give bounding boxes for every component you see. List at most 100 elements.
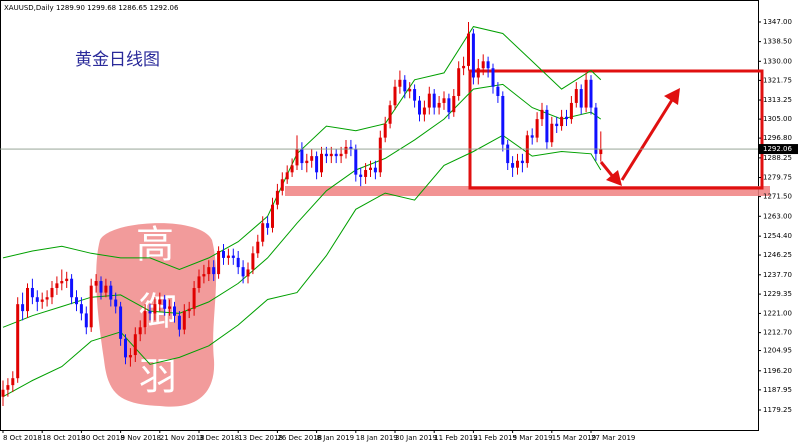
candle-body <box>133 334 137 356</box>
bollinger-line <box>2 26 602 271</box>
arrows <box>599 88 680 186</box>
candle-body <box>344 146 348 154</box>
candle-body <box>114 299 118 307</box>
candle-body <box>35 297 39 302</box>
arrow-head <box>664 88 680 105</box>
y-tick-label: 1305.00 <box>763 115 792 123</box>
candle-body <box>50 287 54 298</box>
bollinger-line <box>2 134 602 398</box>
candle-body <box>491 68 495 87</box>
candle-body <box>55 283 59 288</box>
candle-body <box>418 100 421 115</box>
y-tick-label: 1263.00 <box>763 212 792 220</box>
candle-body <box>447 98 451 113</box>
candle-body <box>124 338 127 358</box>
candle-body <box>261 223 265 242</box>
candle-body <box>555 123 559 127</box>
candle-body <box>589 79 593 108</box>
x-tick-label: 18 Oct 2018 <box>42 434 85 442</box>
candle-body <box>393 86 397 106</box>
y-tick-label: 1187.95 <box>763 386 792 394</box>
candle-body <box>437 102 441 108</box>
candle-body <box>422 107 426 115</box>
candle-body <box>173 306 176 316</box>
candle-body <box>168 306 172 309</box>
candle-body <box>30 287 34 298</box>
candle-body <box>496 86 500 96</box>
candle-body <box>109 285 113 300</box>
candle-body <box>21 304 25 312</box>
candle-body <box>442 98 446 103</box>
candle-body <box>26 287 29 312</box>
candle-body <box>256 241 260 254</box>
candle-body <box>486 61 490 69</box>
candle-body <box>70 278 74 298</box>
candle-body <box>432 93 436 108</box>
candle-body <box>60 281 64 284</box>
candle-body <box>212 267 216 275</box>
y-tick-label: 1179.25 <box>763 406 792 414</box>
candle-body <box>163 299 167 309</box>
y-tick-label: 1229.35 <box>763 290 792 298</box>
x-tick-label: 21 Nov 2018 <box>160 434 205 442</box>
candle-body <box>11 378 15 386</box>
candle-body <box>65 278 69 282</box>
candle-body <box>329 153 333 157</box>
y-tick-label: 1338.50 <box>763 38 792 46</box>
candle-body <box>182 311 186 330</box>
candle-body <box>383 123 387 138</box>
candle-body <box>45 297 49 300</box>
candle-body <box>153 304 157 314</box>
candle-body <box>354 149 358 175</box>
header-ohlc: 1289.90 1299.68 1286.65 1292.06 <box>56 4 179 12</box>
candle-body <box>565 116 568 120</box>
candle-body <box>231 255 235 258</box>
candle-body <box>202 274 206 277</box>
chart-title: 黄金日线图 <box>75 50 160 70</box>
y-tick-label: 1196.20 <box>763 367 792 375</box>
candle-body <box>119 306 123 339</box>
candle-body <box>75 297 78 305</box>
candle-body <box>217 250 221 275</box>
candle-body <box>315 156 319 173</box>
x-tick-label: 15 Mar 2019 <box>552 434 596 442</box>
candle-body <box>364 170 368 177</box>
y-tick-label: 1330.00 <box>763 57 792 65</box>
watermark-char: 高 <box>136 223 174 267</box>
candle-body <box>320 153 323 173</box>
candle-body <box>599 149 603 155</box>
x-tick-label: 8 Jan 2019 <box>317 434 355 442</box>
candle-body <box>305 160 309 164</box>
candle-body <box>207 267 211 275</box>
candle-body <box>16 304 20 379</box>
candle-body <box>476 68 480 78</box>
candle-body <box>192 287 196 309</box>
candle-body <box>584 79 588 108</box>
candle-body <box>520 160 524 164</box>
watermark-char: 羽 <box>139 355 177 399</box>
candle-body <box>516 160 519 168</box>
candle-body <box>413 89 417 101</box>
x-tick-label: 13 Dec 2018 <box>238 434 283 442</box>
candle-body <box>226 255 230 258</box>
candle-body <box>197 276 201 288</box>
candle-body <box>222 250 225 258</box>
candle-body <box>280 179 284 191</box>
candle-body <box>403 79 407 92</box>
candle-body <box>452 95 456 113</box>
candle-body <box>158 299 162 305</box>
x-tick-label: 11 Feb 2019 <box>434 434 478 442</box>
candle-body <box>339 153 343 157</box>
price-label: 1292.06 <box>763 145 792 153</box>
y-tick-label: 1321.75 <box>763 76 792 84</box>
price-label-box <box>758 144 798 155</box>
candle-body <box>530 135 534 138</box>
x-tick-label: 5 Mar 2019 <box>513 434 553 442</box>
y-tick-label: 1313.25 <box>763 96 792 104</box>
x-tick-label: 18 Jan 2019 <box>356 434 398 442</box>
x-tick-label: 21 Feb 2019 <box>473 434 517 442</box>
x-tick-label: 9 Nov 2018 <box>121 434 161 442</box>
candle-body <box>241 267 245 277</box>
marks <box>1 21 603 406</box>
candle-body <box>579 89 583 108</box>
